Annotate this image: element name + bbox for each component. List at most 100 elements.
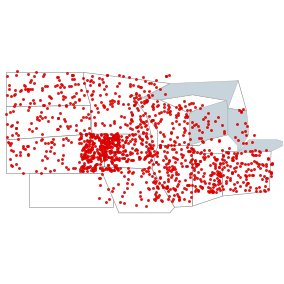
- Point: [102, 134, 106, 139]
- Point: [150, 154, 154, 158]
- Point: [137, 107, 142, 112]
- Point: [84, 148, 88, 153]
- Point: [220, 182, 225, 187]
- Point: [94, 162, 99, 166]
- Point: [102, 79, 106, 83]
- Point: [82, 72, 87, 77]
- Point: [153, 124, 158, 129]
- Point: [95, 185, 100, 190]
- Point: [204, 153, 208, 158]
- Point: [109, 104, 114, 108]
- Point: [169, 195, 173, 200]
- Point: [98, 129, 103, 133]
- Point: [216, 191, 220, 196]
- Point: [219, 161, 224, 166]
- Point: [97, 167, 101, 172]
- Point: [105, 153, 110, 157]
- Point: [188, 184, 192, 188]
- Point: [201, 187, 206, 192]
- Point: [211, 169, 215, 174]
- Point: [234, 174, 239, 178]
- Point: [142, 145, 147, 150]
- Point: [60, 96, 65, 101]
- Point: [91, 76, 96, 81]
- Point: [83, 99, 87, 103]
- Point: [101, 156, 105, 161]
- Point: [107, 197, 111, 201]
- Point: [237, 169, 242, 174]
- Point: [202, 192, 206, 196]
- Point: [106, 80, 111, 85]
- Point: [130, 113, 134, 118]
- Point: [101, 153, 105, 158]
- Point: [81, 78, 85, 82]
- Point: [170, 135, 175, 140]
- Point: [209, 154, 214, 159]
- Point: [116, 138, 120, 143]
- Point: [131, 147, 136, 152]
- Point: [184, 172, 189, 177]
- Point: [151, 136, 156, 141]
- Point: [252, 151, 256, 156]
- Point: [192, 187, 197, 192]
- Point: [147, 189, 152, 193]
- Point: [130, 99, 135, 104]
- Point: [168, 93, 173, 97]
- Point: [88, 95, 93, 100]
- Point: [213, 157, 218, 161]
- Point: [194, 172, 199, 177]
- Point: [130, 158, 134, 163]
- Point: [197, 128, 202, 133]
- Point: [117, 89, 122, 94]
- Point: [87, 87, 91, 92]
- Point: [87, 139, 91, 144]
- Point: [80, 69, 85, 74]
- Point: [184, 188, 189, 193]
- Point: [135, 151, 139, 155]
- Point: [267, 181, 271, 185]
- Point: [218, 154, 222, 159]
- Point: [217, 179, 221, 184]
- Point: [192, 130, 197, 135]
- Point: [168, 168, 172, 172]
- Point: [176, 173, 181, 178]
- Point: [163, 179, 168, 183]
- Point: [141, 192, 145, 197]
- Point: [181, 180, 186, 184]
- Point: [93, 164, 97, 169]
- Point: [101, 139, 106, 144]
- Point: [159, 151, 164, 155]
- Point: [230, 157, 235, 162]
- Point: [140, 138, 145, 142]
- Point: [149, 103, 154, 108]
- Point: [87, 78, 91, 83]
- Point: [178, 201, 182, 205]
- Point: [157, 99, 161, 104]
- Point: [80, 145, 85, 150]
- Point: [128, 153, 132, 158]
- Point: [106, 152, 111, 156]
- Point: [191, 149, 196, 154]
- Point: [134, 156, 139, 160]
- Point: [131, 151, 135, 155]
- Point: [161, 188, 166, 193]
- Point: [105, 117, 110, 122]
- Point: [209, 151, 214, 156]
- Point: [83, 119, 87, 123]
- Point: [161, 101, 166, 105]
- Point: [104, 152, 108, 156]
- Point: [80, 148, 84, 153]
- Point: [148, 143, 153, 148]
- Point: [235, 161, 240, 166]
- Point: [83, 95, 88, 100]
- Point: [92, 159, 96, 163]
- Point: [174, 186, 179, 190]
- Point: [189, 145, 194, 149]
- Point: [131, 202, 135, 207]
- Point: [85, 149, 89, 153]
- Point: [146, 147, 150, 152]
- Point: [167, 170, 171, 174]
- Point: [145, 185, 150, 189]
- Point: [143, 83, 148, 88]
- Point: [151, 105, 156, 109]
